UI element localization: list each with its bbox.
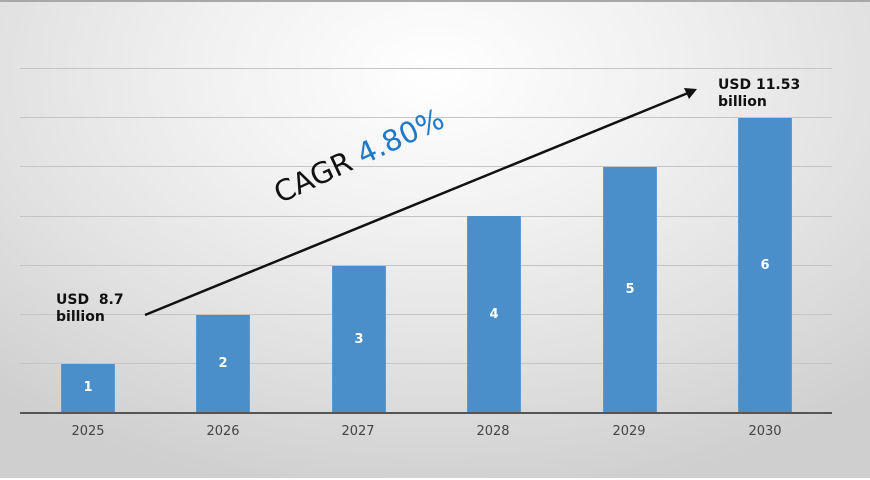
- bar-value-label: 5: [625, 282, 635, 297]
- end-value-line1: USD 11.53: [718, 77, 801, 93]
- x-tick-2030: 2030: [748, 424, 782, 439]
- bar-2026: 2: [196, 315, 250, 412]
- x-tick-2028: 2028: [476, 424, 510, 439]
- x-tick-2025: 2025: [71, 424, 105, 439]
- start-value-annotation: USD 8.7 billion: [56, 292, 124, 326]
- gridline: [20, 314, 832, 315]
- bar-value-label: 6: [760, 258, 770, 273]
- start-value-line1: USD 8.7: [56, 292, 124, 308]
- gridline: [20, 363, 832, 364]
- bar-value-label: 4: [489, 307, 499, 322]
- bar-value-label: 2: [218, 356, 228, 371]
- bar-value-label: 1: [83, 380, 93, 395]
- x-tick-2027: 2027: [341, 424, 375, 439]
- end-value-annotation: USD 11.53 billion: [718, 77, 800, 111]
- bar-value-label: 3: [354, 332, 364, 347]
- bar-2029: 5: [603, 167, 657, 412]
- bar-2030: 6: [738, 118, 792, 412]
- start-value-line2: billion: [56, 309, 105, 325]
- x-tick-2026: 2026: [206, 424, 240, 439]
- gridline: [20, 216, 832, 217]
- gridline: [20, 265, 832, 266]
- bar-2027: 3: [332, 266, 386, 412]
- gridline: [20, 166, 832, 167]
- x-tick-2029: 2029: [612, 424, 646, 439]
- bar-2028: 4: [467, 216, 521, 412]
- x-axis-line: [20, 412, 832, 414]
- bar-2025: 1: [61, 364, 115, 412]
- gridline: [20, 117, 832, 118]
- end-value-line2: billion: [718, 94, 767, 110]
- gridline: [20, 68, 832, 69]
